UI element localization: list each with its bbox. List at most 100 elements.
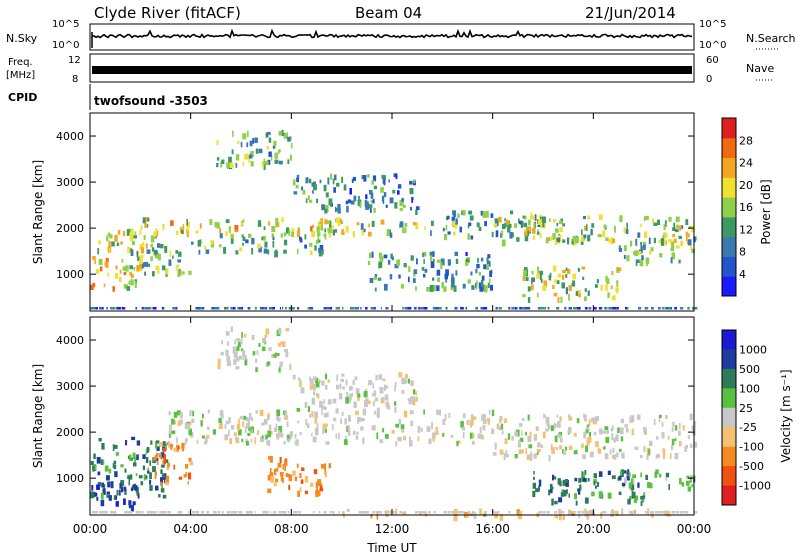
velocity-ground-cell bbox=[613, 511, 617, 514]
velocity-ground-cell bbox=[628, 511, 632, 514]
velocity-cell bbox=[646, 453, 649, 460]
velocity-ground-cell bbox=[110, 511, 114, 514]
velocity-cell bbox=[244, 417, 249, 421]
power-cell bbox=[693, 236, 696, 243]
velocity-cell bbox=[398, 418, 402, 425]
velocity-cell bbox=[491, 428, 495, 435]
velocity-cell bbox=[168, 411, 171, 416]
power-colorbar-swatch bbox=[722, 118, 736, 139]
power-cell bbox=[361, 229, 364, 236]
power-ground-cell bbox=[445, 307, 448, 310]
power-cell bbox=[582, 216, 586, 220]
power-cell bbox=[326, 220, 331, 224]
power-cell bbox=[152, 271, 155, 277]
velocity-cell bbox=[304, 402, 308, 409]
velocity-cell bbox=[128, 478, 130, 486]
velocity-cell bbox=[289, 365, 292, 370]
velocity-cell bbox=[382, 428, 385, 433]
power-cell bbox=[315, 240, 319, 244]
velocity-cell bbox=[499, 449, 504, 455]
power-cell bbox=[369, 190, 373, 195]
velocity-colorbar-swatch bbox=[722, 368, 736, 389]
power-cell bbox=[334, 174, 337, 181]
power-cell bbox=[444, 273, 448, 280]
power-cell bbox=[301, 186, 304, 191]
velocity-ground-cell bbox=[508, 511, 511, 514]
power-ground-cell bbox=[616, 307, 619, 310]
velocity-cell bbox=[323, 463, 327, 470]
velocity-cell bbox=[339, 383, 342, 389]
power-cell bbox=[289, 154, 293, 161]
power-cell bbox=[333, 229, 338, 233]
velocity-cell bbox=[527, 414, 530, 421]
velocity-cell bbox=[376, 407, 380, 412]
power-ground-cell bbox=[614, 307, 616, 310]
power-cell bbox=[352, 176, 356, 181]
velocity-cell bbox=[533, 476, 535, 480]
velocity-cell bbox=[583, 471, 586, 478]
velocity-cell bbox=[518, 439, 521, 445]
velocity-cell bbox=[533, 471, 535, 475]
power-cell bbox=[218, 244, 222, 248]
velocity-cell bbox=[311, 433, 313, 437]
power-ground-cell bbox=[282, 307, 284, 310]
velocity-cell bbox=[239, 355, 242, 360]
velocity-cell bbox=[487, 418, 491, 425]
power-colorbar-tick: 20 bbox=[739, 179, 753, 192]
velocity-colorbar-swatch bbox=[722, 485, 736, 506]
velocity-cell bbox=[342, 386, 345, 390]
velocity-cell bbox=[555, 447, 558, 451]
velocity-cell bbox=[479, 427, 482, 434]
velocity-cell bbox=[605, 436, 610, 443]
power-cell bbox=[150, 256, 153, 262]
power-ground-cell bbox=[483, 307, 488, 310]
power-cell bbox=[630, 240, 633, 247]
velocity-ylabel: Slant Range [km] bbox=[31, 364, 45, 468]
power-cell bbox=[436, 269, 441, 276]
velocity-cell bbox=[128, 500, 132, 506]
nave-label: Nave bbox=[746, 62, 774, 75]
velocity-cell bbox=[623, 477, 627, 484]
velocity-cell bbox=[606, 430, 609, 434]
velocity-cell bbox=[620, 471, 622, 476]
velocity-ground-cell bbox=[656, 511, 660, 514]
velocity-ground-cell bbox=[667, 511, 669, 514]
power-cell bbox=[390, 253, 393, 259]
power-cell bbox=[320, 225, 324, 231]
power-ground-cell bbox=[498, 307, 502, 310]
power-cell bbox=[548, 236, 551, 241]
power-cell bbox=[483, 264, 487, 270]
velocity-ground-cell bbox=[234, 511, 238, 514]
power-cell bbox=[229, 162, 234, 169]
power-cell bbox=[235, 154, 240, 161]
velocity-cell bbox=[149, 460, 152, 466]
velocity-cell bbox=[267, 361, 271, 366]
velocity-cell bbox=[169, 434, 171, 438]
power-cell bbox=[139, 258, 143, 264]
velocity-colorbar-swatch bbox=[722, 446, 736, 467]
freq-tick-bottom: 8 bbox=[72, 74, 78, 85]
velocity-cell bbox=[408, 400, 412, 405]
power-cell bbox=[565, 287, 568, 295]
power-cell bbox=[370, 200, 375, 204]
power-cell bbox=[120, 241, 123, 245]
power-cell bbox=[286, 132, 288, 140]
velocity-cell bbox=[374, 397, 379, 402]
velocity-cell bbox=[108, 495, 112, 501]
velocity-ytick-label: 4000 bbox=[56, 334, 84, 347]
power-cell bbox=[482, 284, 485, 291]
velocity-cell bbox=[226, 356, 231, 362]
velocity-cell bbox=[155, 443, 158, 449]
velocity-cell bbox=[320, 464, 325, 469]
velocity-cell bbox=[376, 513, 379, 520]
power-cell bbox=[374, 274, 378, 278]
velocity-cell bbox=[550, 484, 553, 490]
power-cell bbox=[281, 217, 284, 222]
power-ground-cell bbox=[638, 307, 642, 310]
velocity-cell bbox=[156, 446, 160, 451]
velocity-ground-cell bbox=[329, 511, 331, 514]
velocity-cell bbox=[678, 440, 682, 447]
velocity-cell bbox=[243, 415, 247, 420]
power-cell bbox=[444, 234, 448, 241]
